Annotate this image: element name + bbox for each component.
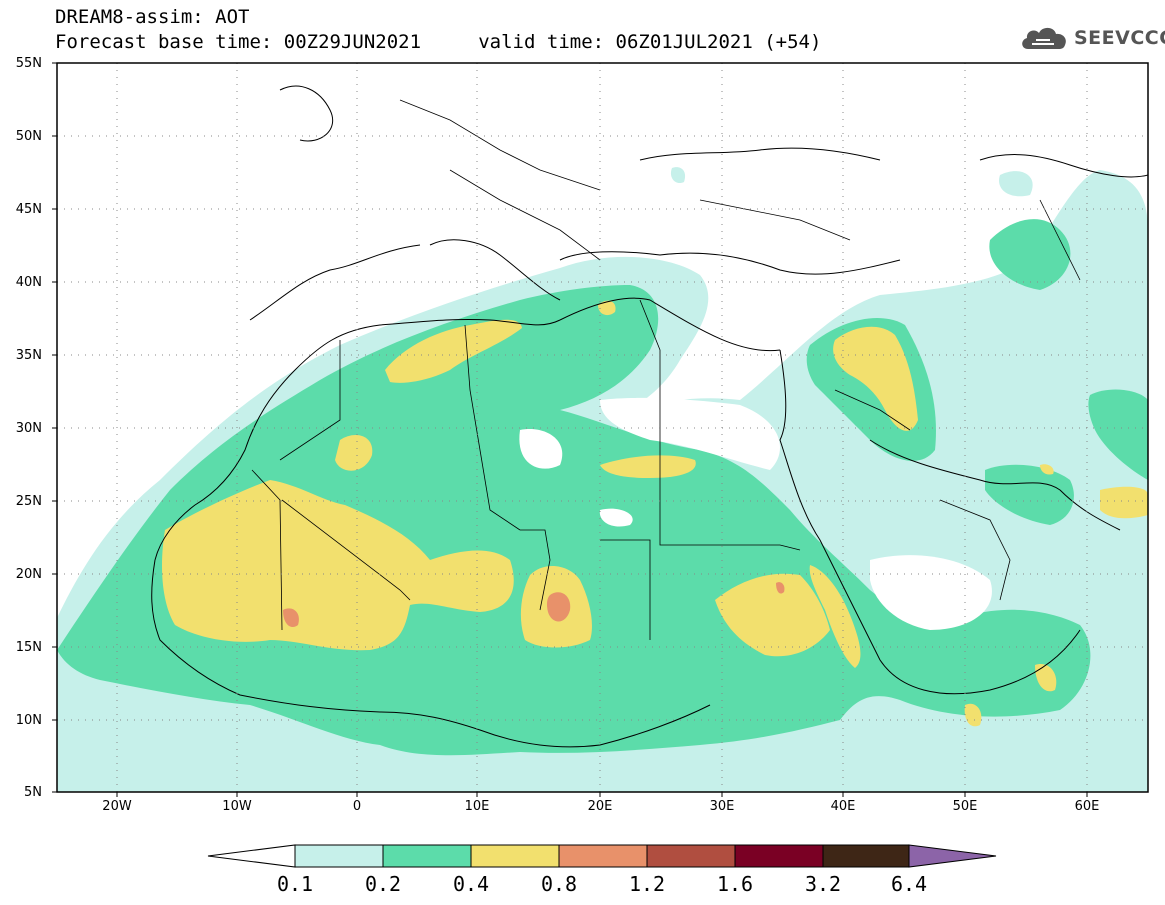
aot-band-0.8 [283,582,785,628]
colorbar-label: 6.4 [890,872,928,896]
lat-label: 5N [24,785,42,800]
lat-label: 55N [15,56,42,71]
colorbar-label: 1.2 [628,872,666,896]
lat-label: 50N [15,129,42,144]
lat-label: 30N [15,421,42,436]
lat-label: 45N [15,202,42,217]
seevccc-logo: SEEVCCC [1018,22,1165,54]
colorbar-label: 0.8 [540,872,578,896]
colorbar-bin-0.4 [470,844,560,868]
cloud-icon [1022,27,1066,49]
lon-label: 40E [830,799,856,814]
aot-clear-areas [519,397,992,630]
colorbar [207,844,997,868]
lat-label: 15N [15,640,42,655]
colorbar-under-arrow [207,844,296,868]
graticule [57,63,1148,792]
map-subtitle: Forecast base time: 00Z29JUN2021 valid t… [55,31,822,53]
colorbar-label: 0.4 [452,872,490,896]
colorbar-bin-1.2 [646,844,736,868]
lon-label: 20W [102,799,132,814]
logo-text: SEEVCCC [1074,27,1165,49]
lat-label: 35N [15,348,42,363]
lon-label: 10E [464,799,490,814]
map-title: DREAM8-assim: AOT [55,6,250,28]
country-borders [251,99,1081,640]
colorbar-bin-0.8 [558,844,648,868]
lon-label: 60E [1074,799,1100,814]
colorbar-label: 0.2 [364,872,402,896]
colorbar-bin-0.2 [382,844,472,868]
lat-label: 20N [15,567,42,582]
colorbar-label: 3.2 [804,872,842,896]
lon-label: 30E [709,799,735,814]
lon-label: 10W [222,799,252,814]
colorbar-over-arrow [908,844,997,868]
lon-label: 20E [587,799,613,814]
lat-label: 40N [15,275,42,290]
colorbar-bin-3.2 [822,844,910,868]
colorbar-bin-1.6 [734,844,824,868]
coastlines [151,85,1148,748]
colorbar-bin-0.1 [294,844,384,868]
colorbar-label: 1.6 [716,872,754,896]
lon-label: 50E [952,799,978,814]
axis-ticks [52,62,1088,797]
lat-label: 25N [15,494,42,509]
colorbar-label: 0.1 [276,872,314,896]
lon-label: 0 [352,799,362,814]
lat-label: 10N [15,713,42,728]
